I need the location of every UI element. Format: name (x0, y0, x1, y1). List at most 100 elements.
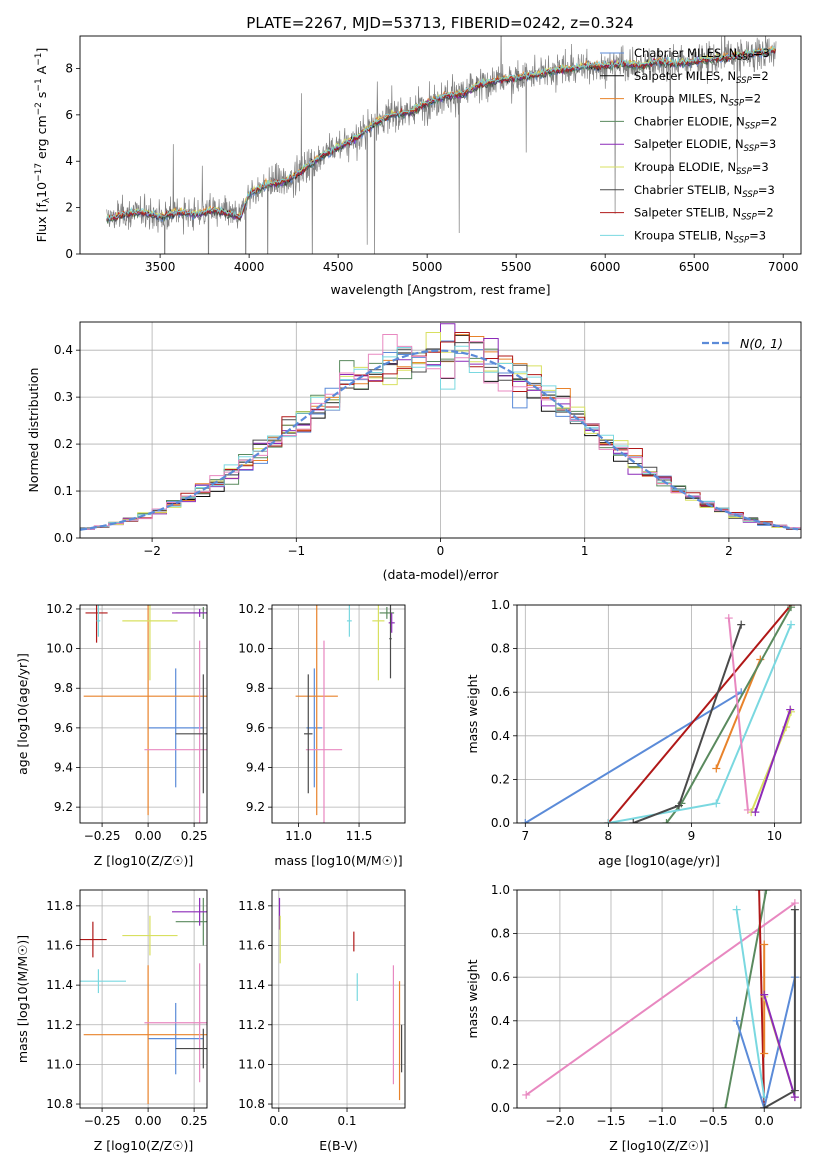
ylabel-part: −17 (34, 163, 44, 182)
ylabel-part: −2 (34, 102, 44, 115)
ylabel-part: A (34, 65, 49, 78)
x-tick-label: 0 (437, 544, 445, 558)
spectrum-lines (106, 36, 777, 254)
y-tick-label: 0.0 (54, 531, 73, 545)
mass_vs_Z-ylabel: mass [log10(M/M☉)] (15, 935, 30, 1063)
age_vs_Z-errorbars (83, 605, 207, 823)
weight_vs_Z-series-marker (760, 940, 769, 949)
x-tick-label: 9 (688, 829, 696, 843)
legend-label-sub: SSP (736, 76, 752, 86)
weight_vs_age-series-marker (662, 819, 671, 823)
x-tick-label: −2.0 (545, 1114, 574, 1128)
age_vs_mass-frame (271, 604, 406, 824)
gaussian-legend-label: N(0, 1) (740, 336, 783, 351)
legend-label-suffix: =2 (744, 92, 761, 106)
legend-label-sub: SSP (742, 190, 758, 200)
x-tick-label: 6500 (679, 260, 710, 274)
legend-label-suffix: =3 (758, 183, 775, 197)
spectrum-frame (79, 35, 802, 255)
legend-label-suffix: =3 (759, 137, 776, 151)
y-tick-label: 9.2 (246, 800, 265, 814)
legend-label-suffix: =2 (760, 114, 777, 128)
x-tick-label: 0.0 (269, 1114, 288, 1128)
age_vs_mass-axes: 11.0 11.5 9.2 9.4 9.6 9.8 10.0 10.2 (238, 602, 405, 843)
legend-label-sub: SSP (729, 99, 745, 109)
y-tick-label: 6 (65, 108, 73, 122)
age_vs_Z-frame (79, 604, 208, 824)
histogram-6 (80, 342, 801, 530)
y-tick-label: 0.0 (491, 816, 510, 830)
y-tick-label: 10.2 (238, 602, 265, 616)
mass_vs_ebv-frame (271, 889, 406, 1109)
mass_vs_ebv-xlabel: E(B-V) (319, 1138, 358, 1153)
y-tick-label: 9.8 (246, 681, 265, 695)
y-tick-label: 0 (65, 247, 73, 261)
legend-label: Kroupa MILES, NSSP=2 (634, 92, 761, 109)
weight_vs_age-series-marker (787, 620, 796, 629)
y-tick-label: 1.0 (491, 598, 510, 612)
y-tick-label: 0.6 (491, 970, 510, 984)
weight_vs_age-series-marker (724, 614, 733, 623)
y-tick-label: 0.1 (54, 484, 73, 498)
residual-histograms (80, 323, 801, 531)
weight_vs_age-series-marker (712, 799, 721, 808)
x-tick-label: 0.25 (181, 829, 208, 843)
residual-legend: N(0, 1) (702, 336, 783, 351)
x-tick-label: 6000 (590, 260, 621, 274)
legend-label-suffix: =3 (753, 46, 770, 60)
legend-label: Chabrier STELIB, NSSP=3 (634, 183, 775, 200)
weight_vs_age-series-line (607, 605, 792, 823)
legend-label: Salpeter ELODIE, NSSP=3 (634, 137, 776, 154)
y-tick-label: 11.6 (238, 938, 265, 952)
y-tick-label: 0.4 (54, 343, 73, 357)
y-tick-label: 10.0 (46, 642, 73, 656)
legend-label-suffix: =3 (752, 160, 769, 174)
y-tick-label: 10.8 (46, 1097, 73, 1111)
y-tick-label: 4 (65, 154, 73, 168)
weight_vs_Z-lines (522, 890, 799, 1108)
x-tick-label: −0.5 (699, 1114, 728, 1128)
legend-label-text: Salpeter ELODIE, N (634, 137, 744, 151)
x-tick-label: 7000 (768, 260, 799, 274)
y-tick-label: 9.6 (246, 721, 265, 735)
legend-label-sub: SSP (745, 121, 761, 131)
y-tick-label: 9.4 (54, 761, 73, 775)
x-tick-label: 0.00 (135, 829, 162, 843)
y-tick-label: 11.8 (238, 899, 265, 913)
ylabel-part: erg cm (34, 115, 49, 163)
weight_vs_age-xlabel: age [log10(age/yr)] (598, 853, 720, 868)
y-tick-label: 9.2 (54, 800, 73, 814)
x-tick-label: 11.5 (346, 829, 373, 843)
y-tick-label: 0.3 (54, 390, 73, 404)
weight_vs_age-series-marker (786, 705, 795, 714)
age_vs_Z-xlabel: Z [log10(Z/Z☉)] (94, 853, 194, 868)
y-tick-label: 11.8 (46, 899, 73, 913)
legend-label-sub: SSP (744, 144, 760, 154)
weight_vs_age-series-marker (521, 819, 530, 823)
mass_vs_Z-frame (79, 889, 208, 1109)
age_vs_Z-ylabel: age [log10(age/yr)] (15, 653, 30, 775)
weight_vs_Z-series-marker (732, 905, 741, 914)
weight_vs_Z-series-line (735, 909, 766, 1098)
weight_vs_age-series-line (665, 606, 792, 823)
legend-label-text: Chabrier MILES, N (634, 46, 737, 60)
model-line-8 (106, 45, 776, 221)
y-tick-label: 1.0 (491, 883, 510, 897)
weight_vs_Z-series-marker (760, 990, 769, 999)
weight_vs_age-ylabel: mass weight (465, 674, 480, 753)
spectrum-ylabel: Flux [fλ10−17 erg cm−2 s−1 A−1] (34, 48, 52, 243)
weight_vs_Z-series-marker (721, 1104, 730, 1108)
ylabel-part: −1 (34, 78, 44, 91)
x-tick-label: 0.25 (181, 1114, 208, 1128)
y-tick-label: 2 (65, 201, 73, 215)
x-tick-label: −1 (287, 544, 305, 558)
legend-label-text: Kroupa ELODIE, N (634, 160, 736, 174)
legend-label-text: Chabrier STELIB, N (634, 183, 742, 197)
weight_vs_age-series-marker (787, 605, 796, 612)
x-tick-label: −1.0 (647, 1114, 676, 1128)
y-tick-label: 9.8 (54, 681, 73, 695)
x-tick-label: 5000 (412, 260, 443, 274)
weight_vs_Z-series-marker (760, 1104, 769, 1108)
